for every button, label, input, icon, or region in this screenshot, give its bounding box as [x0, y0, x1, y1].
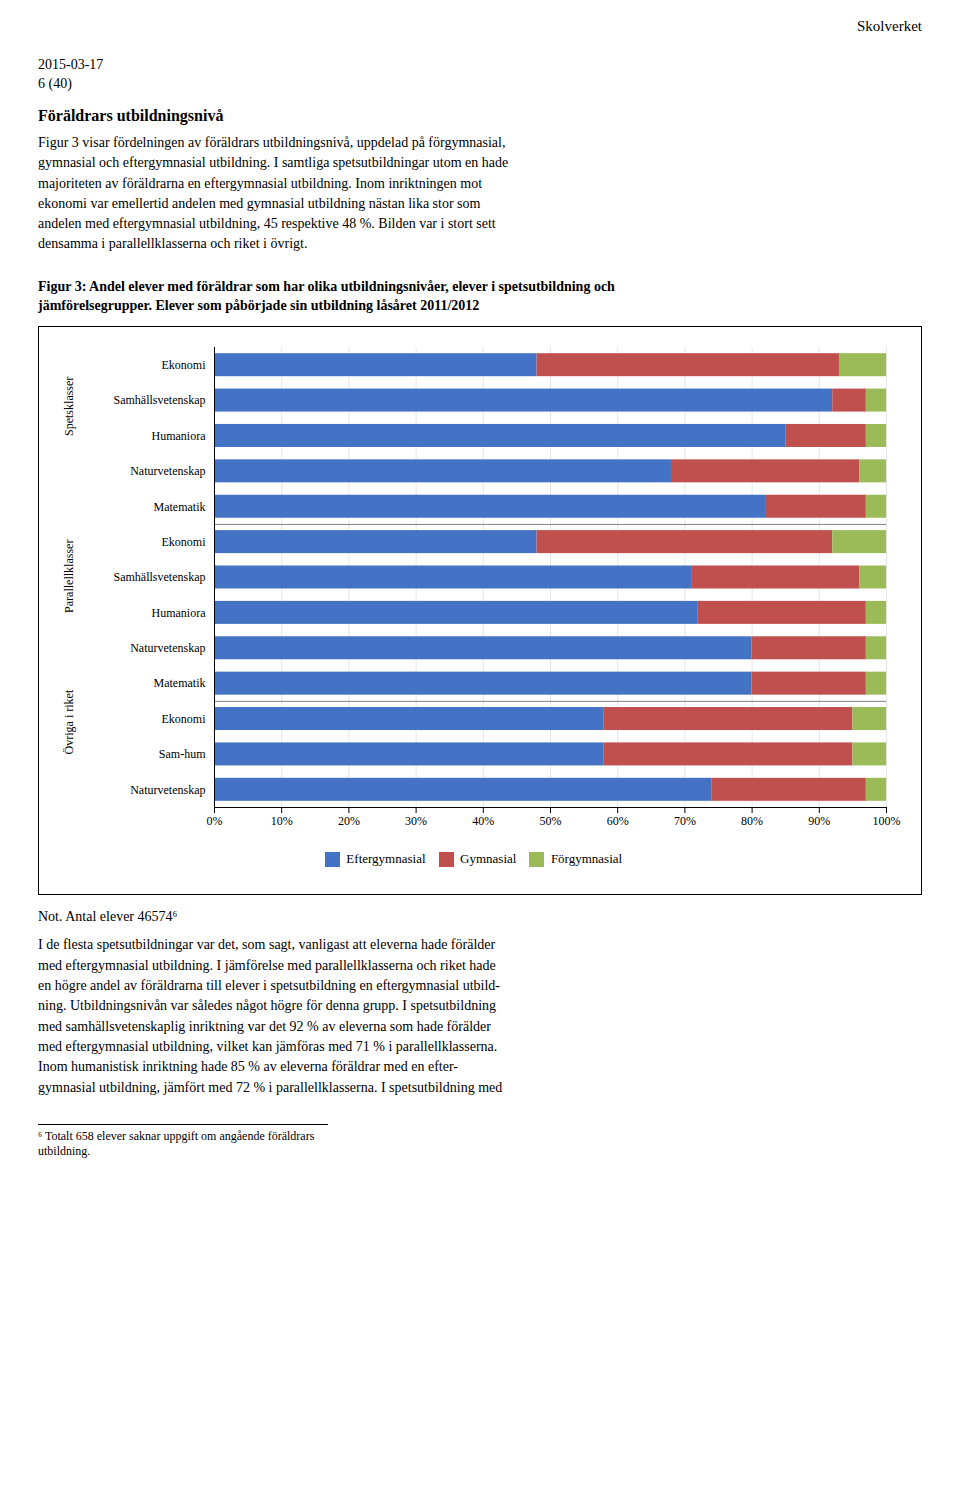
html-text:Gymnasial: Gymnasial	[460, 851, 517, 867]
svg-text:Sam-hum: Sam-hum	[159, 747, 206, 761]
svg-text:100%: 100%	[873, 814, 901, 828]
svg-text:Parallellklasser: Parallellklasser	[62, 540, 76, 613]
html-text:Eftergymnasial: Eftergymnasial	[346, 851, 426, 867]
svg-text:Naturvetenskap: Naturvetenskap	[130, 783, 205, 797]
svg-text:20%: 20%	[338, 814, 360, 828]
svg-text:Matematik: Matematik	[154, 676, 206, 690]
svg-text:Ekonomi: Ekonomi	[162, 712, 207, 726]
svg-text:Övriga i riket: Övriga i riket	[62, 689, 76, 754]
html-text:Föräldrars utbildningsnivå: Föräldrars utbildningsnivå	[38, 107, 224, 124]
svg-text:60%: 60%	[607, 814, 629, 828]
svg-text:Ekonomi: Ekonomi	[162, 358, 207, 372]
svg-text:10%: 10%	[271, 814, 293, 828]
html-text:Förgymnasial: Förgymnasial	[550, 851, 623, 867]
html-text:I de flesta spetsutbildningar: I de flesta spetsutbildningar var det, s…	[38, 937, 503, 1095]
svg-text:30%: 30%	[405, 814, 427, 828]
svg-text:90%: 90%	[808, 814, 830, 828]
html-text:Not. Antal elever 46574⁶: Not. Antal elever 46574⁶	[38, 909, 178, 925]
svg-text:80%: 80%	[741, 814, 763, 828]
html-text:2015-03-17: 2015-03-17	[38, 57, 104, 72]
svg-text:Naturvetenskap: Naturvetenskap	[130, 641, 205, 655]
svg-text:40%: 40%	[472, 814, 494, 828]
svg-text:Naturvetenskap: Naturvetenskap	[130, 464, 205, 478]
svg-text:Samhällsvetenskap: Samhällsvetenskap	[114, 570, 206, 584]
svg-text:Samhällsvetenskap: Samhällsvetenskap	[114, 393, 206, 407]
html-text:Figur 3: Andel elever med förä: Figur 3: Andel elever med föräldrar som …	[38, 278, 615, 314]
html-text:Figur 3 visar fördelningen av: Figur 3 visar fördelningen av föräldrars…	[38, 135, 509, 252]
svg-text:Matematik: Matematik	[154, 500, 206, 514]
svg-text:Humaniora: Humaniora	[152, 429, 207, 443]
svg-text:70%: 70%	[674, 814, 696, 828]
svg-text:Humaniora: Humaniora	[152, 606, 207, 620]
svg-text:Ekonomi: Ekonomi	[162, 535, 207, 549]
html-text:⁶ Totalt 658 elever saknar upp: ⁶ Totalt 658 elever saknar uppgift om an…	[38, 1128, 315, 1158]
html-text:Skolverket: Skolverket	[857, 18, 922, 34]
svg-text:Spetsklasser: Spetsklasser	[62, 377, 76, 436]
svg-text:0%: 0%	[207, 814, 223, 828]
svg-text:50%: 50%	[540, 814, 562, 828]
html-text:6 (40): 6 (40)	[38, 76, 72, 91]
